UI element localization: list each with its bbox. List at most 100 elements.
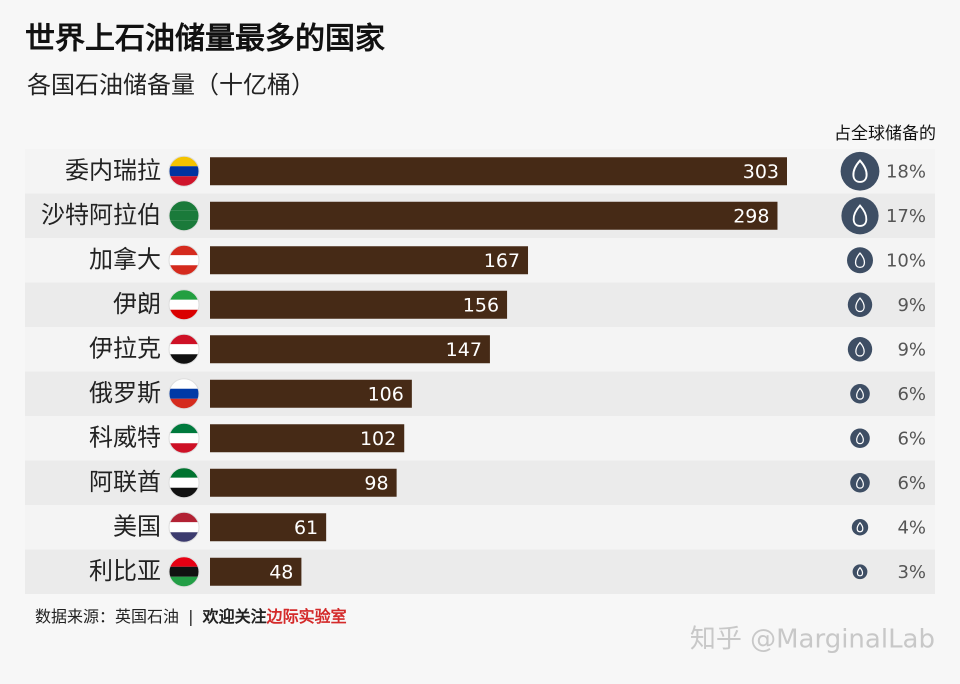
bar <box>210 157 787 186</box>
row-background <box>25 416 935 461</box>
value-label: 303 <box>743 161 779 183</box>
share-label: 3% <box>897 562 926 583</box>
share-label: 17% <box>886 206 926 227</box>
flag <box>169 245 199 276</box>
drop-glyph <box>856 387 864 400</box>
share-icon <box>850 383 870 404</box>
flag-stripe <box>169 532 199 543</box>
row-background <box>25 549 935 594</box>
flag <box>169 156 199 187</box>
flag <box>169 334 199 365</box>
share-label: 10% <box>886 250 926 271</box>
flag-stripe <box>169 556 199 567</box>
row-background <box>25 505 935 550</box>
value-label: 298 <box>733 205 769 227</box>
share-header: 占全球储备的 <box>834 124 936 144</box>
flag-stripe <box>169 344 199 355</box>
bar <box>210 557 302 586</box>
flag-stripe <box>169 220 199 231</box>
row-background <box>25 460 935 505</box>
share-label: 6% <box>897 473 926 494</box>
watermark: 知乎 @MarginalLab <box>690 625 935 655</box>
category-label: 美国 <box>113 512 161 540</box>
bar <box>210 468 397 497</box>
flag-stripe <box>169 309 199 320</box>
separator: | <box>188 607 193 626</box>
share-icon <box>851 519 869 536</box>
category-label: 利比亚 <box>89 557 161 585</box>
flag-stripe <box>169 443 199 454</box>
flag-stripe <box>169 566 199 577</box>
flag-stripe <box>169 156 199 167</box>
flag-stripe <box>169 378 199 389</box>
chart-title: 世界上石油储量最多的国家 <box>25 22 385 57</box>
flag-stripe <box>169 512 199 523</box>
value-label: 98 <box>364 472 388 494</box>
source: 数据来源：英国石油 <box>35 607 179 626</box>
flag-stripe <box>169 487 199 498</box>
flag-border <box>168 200 200 232</box>
flag-border <box>168 422 200 454</box>
row-background <box>25 371 935 416</box>
category-label: 伊朗 <box>113 290 161 318</box>
flag <box>169 423 199 454</box>
bar <box>210 424 405 453</box>
category-label: 加拿大 <box>89 245 161 273</box>
bar <box>210 379 412 408</box>
flag-stripe <box>169 433 199 444</box>
flag-stripe <box>169 477 199 488</box>
flag-stripe <box>169 388 199 399</box>
flag <box>169 556 199 587</box>
follow: 欢迎关注 <box>202 607 267 626</box>
flag <box>169 512 199 543</box>
share-icon <box>847 247 873 274</box>
drop-glyph <box>856 521 864 533</box>
share-icon <box>847 292 873 317</box>
category-label: 沙特阿拉伯 <box>41 201 161 229</box>
share-icon <box>852 564 868 580</box>
value-label: 102 <box>360 428 396 450</box>
value-label: 106 <box>368 383 404 405</box>
category-label: 伊拉克 <box>89 334 161 362</box>
flag-stripe <box>169 166 199 177</box>
flag-stripe <box>169 176 199 187</box>
drop-glyph <box>852 159 868 183</box>
flag-stripe <box>169 334 199 345</box>
share-label: 9% <box>897 339 926 360</box>
share-label: 4% <box>897 517 926 538</box>
share-label: 18% <box>886 161 926 182</box>
flag-stripe <box>169 423 199 434</box>
flag-border <box>168 378 200 410</box>
share-icon <box>847 337 873 362</box>
flag-border <box>168 244 200 276</box>
value-label: 167 <box>484 250 520 272</box>
drop-glyph <box>855 297 865 313</box>
flag-border <box>168 155 200 187</box>
flag <box>169 200 199 231</box>
flag-border <box>168 289 200 321</box>
flag-border <box>168 467 200 499</box>
flag-stripe <box>169 200 199 211</box>
drop-glyph <box>854 252 866 269</box>
value-label: 48 <box>269 561 293 583</box>
value-label: 61 <box>294 517 318 539</box>
drop-glyph <box>856 476 864 489</box>
drop-glyph <box>855 341 865 357</box>
flag <box>169 289 199 320</box>
category-label: 阿联酋 <box>89 468 161 496</box>
flag-stripe <box>169 522 199 533</box>
flag-stripe <box>169 467 199 478</box>
flag-stripe <box>169 576 199 587</box>
share-label: 9% <box>897 295 926 316</box>
flag-stripe <box>169 354 199 365</box>
brand: 边际实验室 <box>266 607 347 626</box>
drop-glyph <box>856 431 864 445</box>
footer: 数据来源：英国石油 | 欢迎关注边际实验室 <box>35 607 347 626</box>
flag-stripe <box>169 398 199 409</box>
flag-border <box>168 333 200 365</box>
bar <box>210 290 508 319</box>
flag-stripe <box>169 255 199 266</box>
flag-border <box>168 511 200 543</box>
flag-stripe <box>169 245 199 256</box>
